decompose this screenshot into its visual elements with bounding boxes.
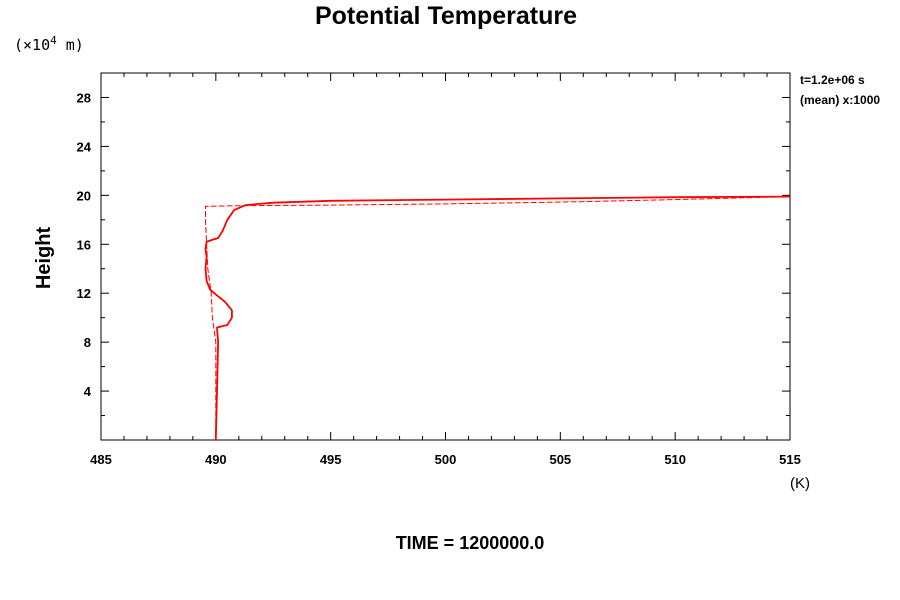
x-tick-label: 495 [320, 452, 342, 467]
series-lines [204, 195, 790, 440]
axis-tick-labels: 485 490 495 500 505 510 515 4 8 12 16 20 24 28 [77, 90, 801, 467]
time-label: TIME = 1200000.0 [396, 533, 545, 553]
y-tick-label: 4 [84, 384, 92, 399]
y-tick-label: 28 [77, 90, 91, 105]
y-unit-suffix: m) [57, 36, 84, 54]
series-line-dashed [205, 196, 790, 440]
x-unit-label: (K) [790, 475, 810, 492]
y-tick-label: 12 [77, 286, 91, 301]
x-tick-label: 485 [90, 452, 112, 467]
x-tick-label: 505 [549, 452, 571, 467]
y-unit-label: (×104 m) [14, 34, 84, 54]
axis-ticks [100, 73, 791, 440]
y-tick-label: 24 [77, 139, 92, 154]
info-time: t=1.2e+06 s [800, 73, 865, 87]
y-tick-label: 16 [77, 237, 91, 252]
y-axis-label: Height [33, 227, 55, 290]
x-tick-label: 500 [435, 452, 457, 467]
y-unit-prefix: (×10 [14, 36, 50, 54]
chart-title: Potential Temperature [315, 2, 577, 30]
x-tick-label: 515 [779, 452, 801, 467]
y-tick-label: 20 [77, 188, 91, 203]
x-tick-label: 510 [664, 452, 686, 467]
series-line-solid [204, 195, 790, 440]
x-tick-label: 490 [205, 452, 227, 467]
plot-frame [100, 72, 791, 441]
info-mean: (mean) x:1000 [800, 93, 880, 107]
y-tick-label: 8 [84, 335, 91, 350]
y-unit-exponent: 4 [50, 34, 57, 47]
